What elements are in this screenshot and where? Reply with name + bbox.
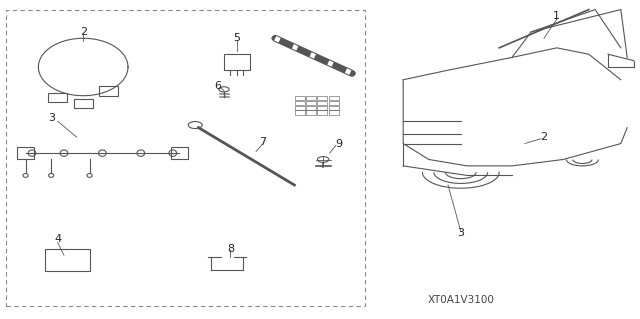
Bar xyxy=(306,101,316,105)
Bar xyxy=(295,106,305,110)
Bar xyxy=(295,96,305,100)
Text: 2: 2 xyxy=(540,132,548,142)
Bar xyxy=(317,110,328,115)
Bar xyxy=(295,101,305,105)
Text: 7: 7 xyxy=(259,137,266,147)
Text: 2: 2 xyxy=(79,27,87,37)
Bar xyxy=(317,106,328,110)
Bar xyxy=(317,101,328,105)
Bar xyxy=(306,110,316,115)
Bar xyxy=(295,110,305,115)
Text: 9: 9 xyxy=(335,138,343,149)
Text: 3: 3 xyxy=(48,113,54,123)
Bar xyxy=(328,110,339,115)
Text: 1: 1 xyxy=(554,11,560,21)
Bar xyxy=(328,106,339,110)
Bar xyxy=(328,96,339,100)
Bar xyxy=(317,96,328,100)
Text: 6: 6 xyxy=(214,81,221,91)
Bar xyxy=(328,101,339,105)
Bar xyxy=(306,106,316,110)
Text: 3: 3 xyxy=(458,228,464,238)
Text: 4: 4 xyxy=(54,234,61,244)
Text: XT0A1V3100: XT0A1V3100 xyxy=(428,295,494,305)
Text: 8: 8 xyxy=(227,244,234,254)
Bar xyxy=(306,96,316,100)
Text: 5: 5 xyxy=(234,33,240,43)
